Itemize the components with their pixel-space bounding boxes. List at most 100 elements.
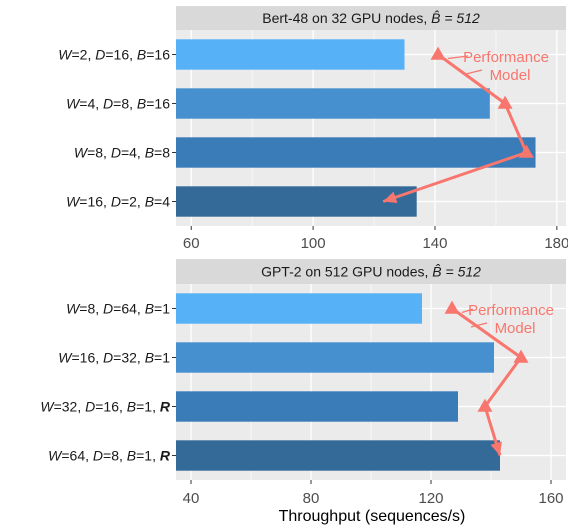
category-label-part: W [48,448,63,464]
category-label-part: W [58,350,73,366]
category-label-part: =16, [72,350,104,366]
category-label-part: =32, [54,399,86,415]
category-label-part: D [93,448,103,464]
category-label-part: =8, [87,145,111,161]
category-label-part: =4 [154,194,170,210]
bar [176,342,494,373]
category-label-part: =8, [103,448,127,464]
category-label-part: =1 [154,350,170,366]
category-label-part: =8, [113,96,137,112]
model-line [382,53,528,203]
category-label-part: =4, [121,145,145,161]
bar [176,39,405,70]
category-label: W=8, D=4, B=8 [74,145,170,161]
category-label-part: =2, [72,47,96,63]
category-label-part: =16, [105,47,137,63]
category-label-part: B [137,96,146,112]
panel-title-text: GPT-2 on 512 GPU nodes, [261,264,432,280]
bar [176,391,458,422]
x-tick-label: 100 [301,235,326,252]
category-label: W=8, D=64, B=1 [66,301,170,317]
category-label-part: B [127,448,136,464]
x-axis-label: Throughput (sequences/s) [279,508,466,525]
category-label-part: =16, [95,399,127,415]
x-tick-label: 40 [183,490,200,507]
x-tick-label: 120 [418,490,443,507]
model-point [430,46,446,60]
category-label-part: B [127,399,136,415]
category-label-part: =8 [154,145,170,161]
panel-title: Bert-48 on 32 GPU nodes, B̂ = 512 [262,10,480,26]
category-label-part: W [66,194,81,210]
category-label: W=16, D=32, B=1 [58,350,170,366]
category-label-part: =2, [121,194,145,210]
category-label-part: B [145,350,154,366]
annotation-connector [470,322,488,328]
category-label-part: D [103,301,113,317]
category-label-part: R [160,399,171,415]
annotation-connector [447,55,469,60]
bar [176,293,422,324]
x-tick-label: 160 [538,490,563,507]
category-label-part: D [111,194,121,210]
category-label-part: W [66,96,81,112]
category-label-part: =16, [79,194,111,210]
category-label-part: B [145,301,154,317]
category-label-part: =1, [136,448,160,464]
panel-title-batch: B̂ = 512 [431,10,480,26]
panel-title-strip [176,6,566,30]
category-label-part: R [160,448,171,464]
category-label-part: =1 [154,301,170,317]
category-label-part: W [74,145,89,161]
category-label-part: =64, [113,301,145,317]
category-label-part: =8, [79,301,103,317]
x-tick-label: 60 [183,235,200,252]
category-label: W=64, D=8, B=1, R [48,448,171,464]
category-label-part: B [145,145,154,161]
category-label-part: D [103,96,113,112]
model-annotation-line1: Performance [468,302,554,319]
category-label-part: W [66,301,81,317]
annotation-connector [461,308,474,314]
category-label: W=2, D=16, B=16 [58,47,170,63]
panel-title: GPT-2 on 512 GPU nodes, B̂ = 512 [261,263,481,279]
panel-title-batch: B̂ = 512 [432,263,481,279]
model-annotation-line2: Model [495,320,536,337]
category-label-part: D [103,350,113,366]
bar [176,440,500,471]
model-annotation-line1: Performance [463,49,549,66]
model-point [518,144,534,158]
model-point [477,398,493,412]
category-label-part: D [85,399,95,415]
category-label-part: =64, [61,448,93,464]
bar [176,88,490,119]
model-arrowhead [383,191,398,203]
x-tick-label: 180 [544,235,568,252]
category-label: W=32, D=16, B=1, R [40,399,171,415]
x-tick-label: 140 [422,235,447,252]
category-label-part: =16 [146,96,170,112]
category-label-part: W [58,47,73,63]
category-label-part: B [145,194,154,210]
bar [176,186,417,217]
category-label: W=4, D=8, B=16 [66,96,170,112]
annotation-connector [465,69,483,75]
model-point [497,95,513,109]
category-label-part: D [111,145,121,161]
panel-2: GPT-2 on 512 GPU nodes, B̂ = 512 40 80 120 1… [40,259,566,507]
model-annotation-line2: Model [490,67,531,84]
panel-1: Bert-48 on 32 GPU nodes, B̂ = 512 60 100 14… [58,6,568,252]
x-tick-label: 80 [303,490,320,507]
category-label-part: =16 [146,47,170,63]
panel-title-text: Bert-48 on 32 GPU nodes, [262,10,431,26]
category-label-part: =32, [113,350,145,366]
model-point [444,300,460,314]
model-point [513,349,529,363]
model-line [451,307,523,456]
category-label-part: =1, [136,399,160,415]
model-arrowhead [490,441,502,456]
category-label-part: B [137,47,146,63]
category-label-part: D [95,47,105,63]
category-label-part: W [40,399,55,415]
